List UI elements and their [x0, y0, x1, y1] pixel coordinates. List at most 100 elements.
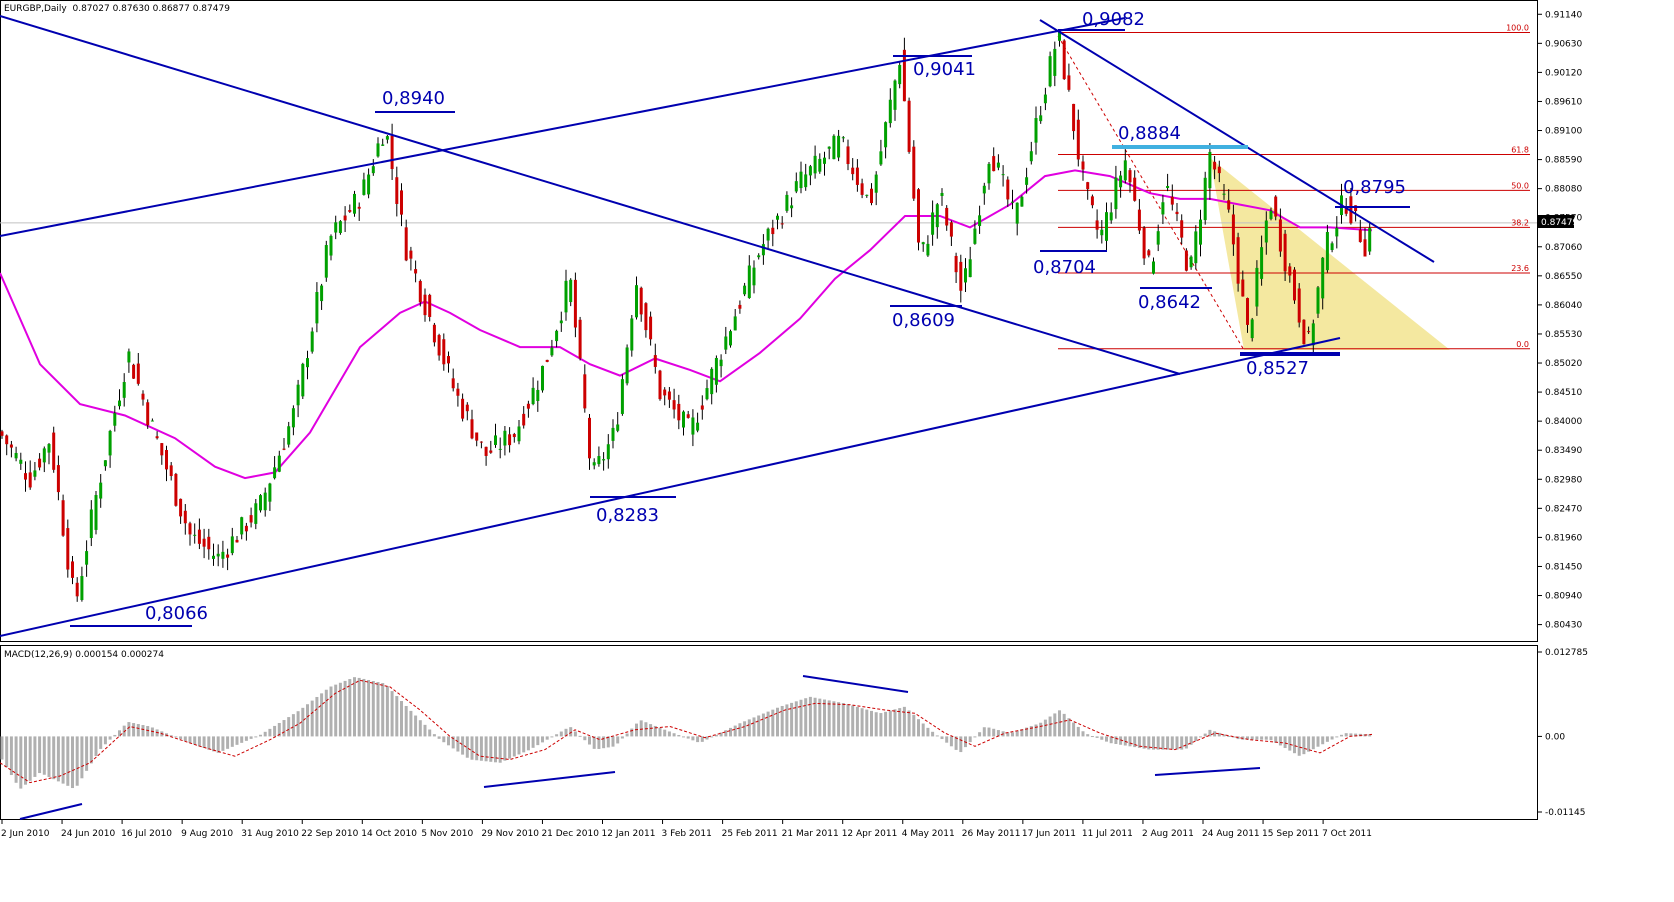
macd-bar [677, 735, 681, 737]
candle-body [1015, 202, 1019, 224]
price-tick-label: 0.90120 [1545, 68, 1582, 78]
candle-body [1311, 323, 1315, 346]
macd-bar [512, 736, 516, 757]
candle-body [1175, 211, 1179, 215]
candle-body [451, 378, 455, 389]
candle-body [165, 450, 168, 470]
macd-bar [526, 736, 530, 751]
candle-body [1039, 115, 1043, 122]
candle-body [1231, 214, 1235, 245]
macd-bar [808, 696, 812, 737]
candle-body [1114, 177, 1118, 210]
candle-body [1236, 237, 1240, 284]
candle-body [522, 413, 526, 426]
candle-body [99, 482, 103, 499]
macd-bar [5, 736, 9, 768]
macd-bar [667, 731, 671, 737]
candle-body [1119, 175, 1123, 188]
trendline-channel-lower [0, 337, 1341, 637]
annotation-0-8704: 0,8704 [1033, 257, 1096, 278]
candle-body [320, 285, 324, 302]
candle-body [1006, 179, 1010, 200]
candle-body [1274, 196, 1278, 217]
macd-bar [56, 736, 60, 782]
candle-body [385, 136, 389, 140]
candle-body [1128, 170, 1132, 183]
candle-body [714, 358, 718, 385]
macd-bar [390, 691, 394, 737]
candle-body [1029, 151, 1033, 162]
macd-bar [1213, 731, 1217, 737]
macd-bar [1250, 736, 1254, 740]
macd-bar [743, 721, 747, 737]
candle-body [870, 188, 873, 204]
candle-body [132, 364, 136, 379]
macd-bar [494, 736, 497, 763]
candle-body [244, 525, 248, 532]
candle-body [1321, 257, 1325, 299]
candle-body [9, 444, 13, 448]
macd-bar [597, 736, 601, 749]
macd-bar [1217, 732, 1221, 737]
macd-bar [1222, 734, 1226, 737]
macd-divergence-2 [483, 771, 616, 788]
macd-bar [606, 736, 610, 748]
candle-body [573, 279, 577, 328]
macd-bar [1274, 736, 1278, 743]
macd-bar [691, 736, 695, 741]
candle-body [663, 389, 667, 396]
candle-body [306, 358, 309, 368]
macd-bar [1006, 732, 1010, 737]
candle-body [761, 244, 765, 256]
candle-body [837, 135, 841, 158]
candle-body [183, 510, 187, 524]
candle-body [677, 403, 681, 421]
candle-body [240, 517, 244, 535]
price-pane-frame [0, 0, 1538, 642]
macd-bar [625, 733, 629, 737]
candle-body [75, 582, 79, 597]
macd-bar [428, 729, 432, 737]
macd-bar [0, 736, 4, 760]
candle-body [752, 267, 756, 286]
candle-body [710, 368, 714, 395]
candle-body [141, 393, 145, 400]
candle-body [1161, 202, 1165, 215]
macd-bar [1194, 736, 1198, 742]
candle-body [348, 210, 352, 212]
macd-bar [376, 682, 380, 737]
candle-body [686, 414, 690, 418]
price-tick-label: 0.81450 [1545, 562, 1582, 572]
candle-body [794, 181, 798, 192]
macd-bar [423, 724, 427, 737]
candle-body [1307, 331, 1311, 333]
candle-body [42, 448, 46, 463]
macd-bar [893, 709, 897, 737]
macd-bar [1321, 736, 1325, 745]
fib-level-label: 50.0 [1511, 181, 1529, 190]
date-tick-label: 17 Jun 2011 [1022, 829, 1076, 839]
macd-bar [1283, 736, 1287, 749]
candle-body [169, 465, 173, 476]
candle-body [24, 473, 27, 480]
candle-body [823, 157, 826, 164]
candle-body [1354, 205, 1358, 212]
candle-body [996, 162, 1000, 168]
macd-bar [212, 736, 215, 752]
macd-bar [479, 736, 483, 761]
price-annotations: 0,9082 0,9041 0,8940 0,8884 0,8795 0,870… [145, 9, 1406, 624]
macd-bar [653, 725, 657, 737]
macd-bar [108, 736, 112, 740]
macd-bar [823, 699, 826, 737]
macd-bar [273, 725, 277, 737]
date-tick-label: 21 Mar 2011 [782, 829, 839, 839]
macd-bar [1072, 722, 1076, 737]
candle-body [498, 448, 502, 450]
candle-body [1344, 208, 1348, 214]
candle-body [588, 417, 591, 459]
price-tick-label: 0.80940 [1545, 592, 1582, 602]
candle-body [89, 509, 93, 539]
macd-bar [1142, 736, 1146, 749]
